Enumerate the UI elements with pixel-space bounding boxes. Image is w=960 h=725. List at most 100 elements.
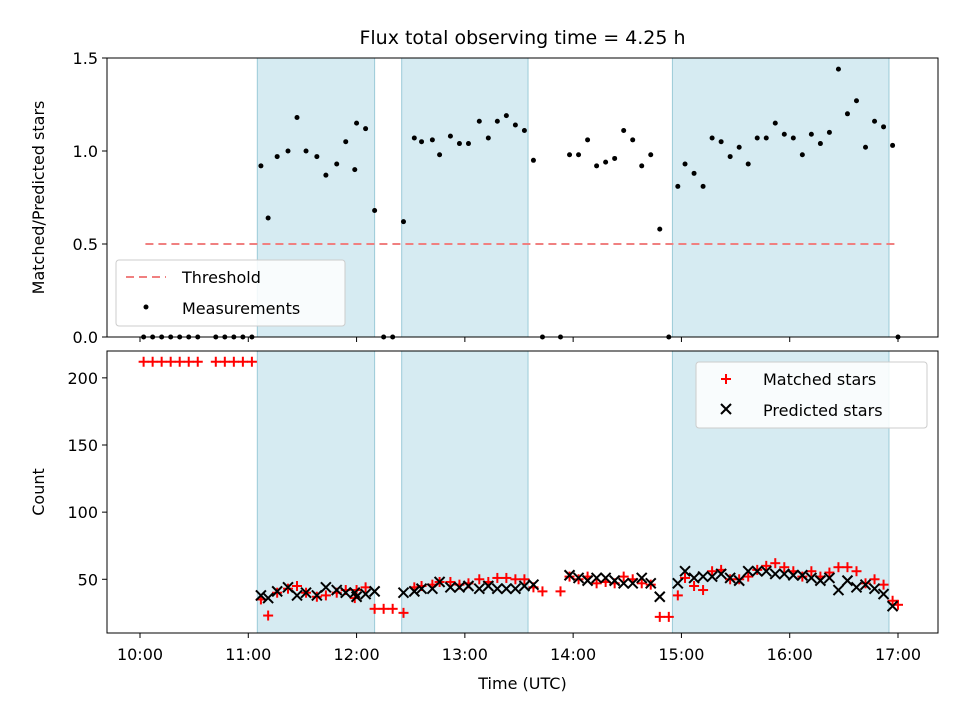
matched-star-point — [806, 566, 817, 577]
shaded-interval — [401, 57, 529, 338]
matched-star-point — [680, 572, 691, 583]
measurement-point — [512, 122, 518, 128]
legend-measurements-label: Measurements — [182, 299, 300, 318]
predicted-star-point — [733, 574, 745, 587]
x-tick-label: 16:00 — [767, 645, 813, 664]
predicted-star-point — [841, 574, 854, 587]
predicted-star-point — [877, 588, 890, 600]
predicted-star-point — [491, 582, 504, 595]
measurement-point — [503, 113, 509, 119]
predicted-star-point — [340, 587, 352, 599]
measurement-point — [682, 161, 688, 167]
predicted-star-point — [291, 589, 303, 602]
matched-star-point — [165, 356, 176, 367]
shaded-interval — [671, 57, 890, 338]
measurement-point — [675, 183, 681, 189]
predicted-star-point — [608, 574, 621, 587]
y-tick-label: 200 — [67, 369, 98, 388]
measurement-point — [718, 139, 724, 145]
matched-star-point — [672, 590, 683, 601]
predicted-star-point — [350, 591, 363, 603]
predicted-star-point — [814, 574, 827, 587]
measurement-point — [639, 163, 645, 169]
predicted-star-point — [787, 569, 800, 581]
predicted-star-point — [359, 588, 372, 600]
predicted-star-point — [654, 591, 666, 603]
predicted-star-point — [408, 585, 421, 598]
measurement-point — [745, 161, 751, 167]
matched-star-point — [228, 356, 239, 367]
measurement-point — [456, 141, 462, 147]
predicted-star-point — [331, 584, 343, 596]
predicted-star-point — [742, 565, 754, 577]
x-tick-label: 15:00 — [658, 645, 704, 664]
measurement-point — [447, 133, 453, 139]
measurement-point — [872, 118, 878, 124]
measurement-point — [621, 128, 627, 134]
y-tick-label: 0.0 — [73, 328, 98, 347]
predicted-star-point — [796, 569, 809, 581]
measurement-point — [648, 152, 654, 158]
measurement-point — [763, 135, 769, 141]
measurement-point — [709, 135, 715, 141]
predicted-star-point — [453, 581, 466, 594]
matched-star-point — [210, 356, 221, 367]
measurement-point — [429, 137, 435, 143]
predicted-star-point — [527, 578, 540, 591]
predicted-star-point — [282, 581, 294, 594]
matched-star-point — [292, 581, 303, 591]
chart-title: Flux total observing time = 4.25 h — [359, 27, 685, 49]
predicted-star-point — [415, 582, 428, 595]
measurement-point — [334, 161, 340, 167]
predicted-star-point — [751, 565, 763, 577]
matched-star-point — [887, 595, 898, 606]
measurement-point — [363, 126, 369, 132]
measurement-point — [521, 128, 527, 134]
predicted-star-point — [509, 582, 522, 595]
measurement-point — [485, 135, 491, 141]
measurement-point — [754, 135, 760, 141]
matched-star-point — [492, 572, 503, 583]
predicted-star-point — [518, 580, 531, 592]
measurement-point — [494, 118, 500, 124]
x-tick-label: 17:00 — [875, 645, 921, 664]
measurement-point — [826, 129, 832, 135]
predicted-star-point — [311, 589, 323, 602]
legend-threshold-label: Threshold — [181, 268, 261, 287]
measurement-point — [419, 139, 425, 145]
predicted-star-point — [868, 582, 881, 595]
matched-star-point — [360, 582, 371, 593]
matched-star-point — [138, 356, 149, 367]
measurement-point — [808, 131, 814, 137]
predicted-star-point — [462, 580, 475, 592]
matched-star-point — [174, 356, 185, 367]
predicted-star-point — [473, 582, 486, 595]
legend-box — [695, 361, 928, 429]
measurement-point — [314, 154, 320, 160]
measurement-point — [294, 115, 300, 121]
measurement-point — [476, 118, 482, 124]
y-tick-label: 1.5 — [73, 49, 98, 68]
matched-star-point — [501, 572, 512, 583]
predicted-star-point — [271, 585, 283, 598]
matched-star-point — [698, 585, 709, 596]
y-tick-label: 50 — [78, 570, 98, 589]
predicted-star-point — [599, 572, 612, 584]
measurement-point — [817, 141, 823, 147]
predicted-star-point — [262, 592, 274, 604]
measurement-point — [772, 120, 778, 126]
matched-star-point — [398, 607, 409, 618]
matched-star-point — [779, 562, 790, 573]
matched-star-point — [263, 610, 274, 621]
matched-star-point — [387, 603, 398, 614]
predicted-star-point — [255, 589, 267, 602]
matched-star-point — [707, 566, 718, 577]
matched-star-point — [761, 560, 772, 571]
matched-star-point — [555, 586, 566, 597]
matched-star-point — [851, 566, 862, 577]
legend-box — [115, 259, 346, 327]
predicted-star-point — [724, 572, 736, 584]
measurement-point — [585, 137, 591, 143]
measurement-point — [603, 159, 609, 165]
